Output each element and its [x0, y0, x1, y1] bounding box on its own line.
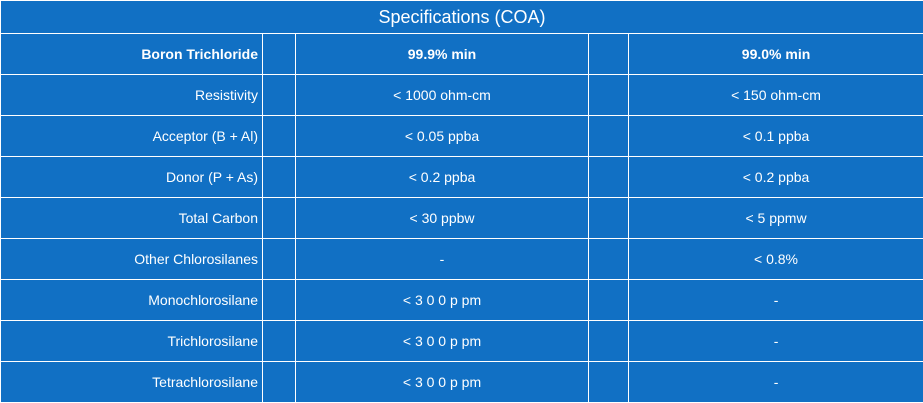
table-row: Monochlorosilane < 3 0 0 p pm- [1, 280, 923, 321]
grade-value: 99.9% min [296, 34, 589, 75]
table-row: Total Carbon < 30 ppbw < 5 ppmw [1, 198, 923, 239]
spacer-cell [263, 157, 296, 198]
table-row: Tetrachlorosilane < 3 0 0 p pm- [1, 362, 923, 403]
table-row: Other Chlorosilanes-< 0.8% [1, 239, 923, 280]
spacer-cell [589, 362, 629, 403]
grade-value: < 1000 ohm-cm [296, 75, 589, 116]
grade-value: < 0.2 ppba [629, 157, 923, 198]
row-label: Tetrachlorosilane [1, 362, 263, 403]
row-label: Boron Trichloride [1, 34, 263, 75]
grade-value: 99.0% min [629, 34, 923, 75]
spacer-cell [263, 362, 296, 403]
grade-value: < 0.8% [629, 239, 923, 280]
table-row: Resistivity < 1000 ohm-cm < 150 ohm-cm [1, 75, 923, 116]
spacer-cell [589, 34, 629, 75]
spacer-cell [263, 75, 296, 116]
grade-value: < 3 0 0 p pm [296, 280, 589, 321]
table-row: Trichlorosilane < 3 0 0 p pm- [1, 321, 923, 362]
spacer-cell [589, 321, 629, 362]
row-label: Trichlorosilane [1, 321, 263, 362]
grade-value: < 0.2 ppba [296, 157, 589, 198]
spacer-cell [263, 34, 296, 75]
row-label: Total Carbon [1, 198, 263, 239]
table-row: Acceptor (B + Al) < 0.05 ppba < 0.1 ppba [1, 116, 923, 157]
spacer-cell [589, 157, 629, 198]
spacer-cell [589, 280, 629, 321]
grade-value: - [629, 362, 923, 403]
grade-value: - [296, 239, 589, 280]
grade-value: - [629, 321, 923, 362]
spacer-cell [589, 116, 629, 157]
spacer-cell [263, 280, 296, 321]
row-label: Monochlorosilane [1, 280, 263, 321]
spacer-cell [589, 75, 629, 116]
grade-value: < 3 0 0 p pm [296, 321, 589, 362]
grade-value: < 5 ppmw [629, 198, 923, 239]
spacer-cell [263, 198, 296, 239]
grade-value: < 3 0 0 p pm [296, 362, 589, 403]
row-label: Other Chlorosilanes [1, 239, 263, 280]
spacer-cell [263, 239, 296, 280]
row-label: Donor (P + As) [1, 157, 263, 198]
grade-value: < 0.1 ppba [629, 116, 923, 157]
table-row: Donor (P + As) < 0.2 ppba < 0.2 ppba [1, 157, 923, 198]
spacer-cell [263, 321, 296, 362]
row-label: Acceptor (B + Al) [1, 116, 263, 157]
spacer-cell [589, 198, 629, 239]
spacer-cell [589, 239, 629, 280]
title-row: Specifications (COA) [1, 1, 923, 34]
grade-value: < 30 ppbw [296, 198, 589, 239]
spacer-cell [263, 116, 296, 157]
grade-value: < 150 ohm-cm [629, 75, 923, 116]
grade-value: - [629, 280, 923, 321]
table-row: Boron Trichloride 99.9% min 99.0% min [1, 34, 923, 75]
table-title: Specifications (COA) [1, 1, 923, 34]
grade-value: < 0.05 ppba [296, 116, 589, 157]
row-label: Resistivity [1, 75, 263, 116]
